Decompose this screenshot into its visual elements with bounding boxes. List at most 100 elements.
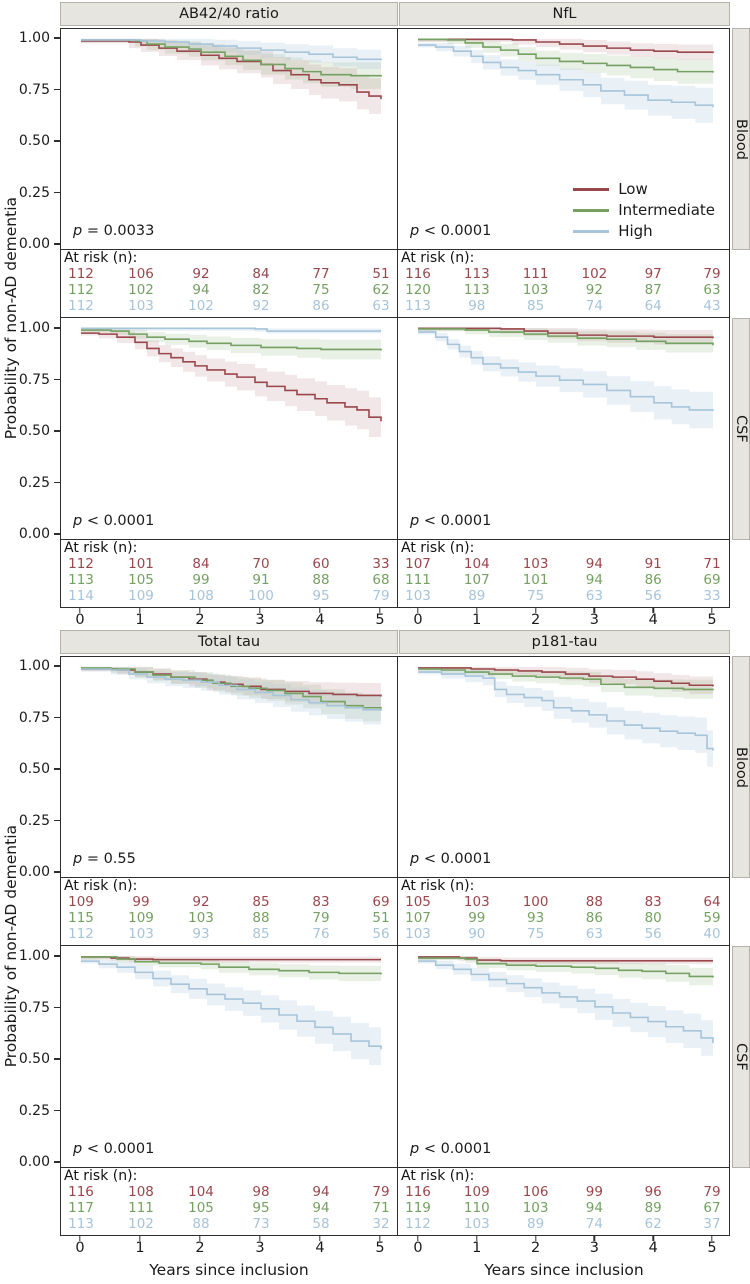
at-risk-count: 99 xyxy=(192,571,210,588)
x-tick-label: 2 xyxy=(530,612,541,628)
km-curve-high xyxy=(81,39,382,61)
at-risk-count: 95 xyxy=(252,1199,270,1216)
km-panel-blood-ab4240: p = 0.0033 xyxy=(60,28,398,250)
at-risk-count: 109 xyxy=(128,909,154,926)
km-curve-high xyxy=(418,960,714,1044)
x-tick-label: 1 xyxy=(135,612,145,628)
at-risk-count: 120 xyxy=(405,281,431,298)
at-risk-row-low: 116 108 104 98 94 79 xyxy=(61,1184,397,1201)
risk-table-csf-ab4240: At risk (n): 112 101 84 70 60 33 113 105 99 91 88 68… xyxy=(60,540,398,608)
confidence-band-intermediate xyxy=(81,666,381,723)
km-curve-intermediate xyxy=(418,38,714,73)
at-risk-row-high: 113 102 88 73 58 32 xyxy=(61,1216,397,1233)
at-risk-count: 111 xyxy=(128,1199,154,1216)
x-tick-mark xyxy=(379,608,381,613)
at-risk-label: At risk (n): xyxy=(401,540,475,556)
x-tick-label: 3 xyxy=(255,612,265,628)
km-curve-low xyxy=(81,332,382,422)
at-risk-count: 94 xyxy=(585,556,603,572)
at-risk-count: 105 xyxy=(405,894,431,910)
y-tick-label: 0.25 xyxy=(19,474,60,492)
at-risk-count: 86 xyxy=(585,909,603,926)
at-risk-count: 112 xyxy=(405,1215,431,1232)
x-tick-label: 0 xyxy=(75,1240,85,1256)
x-tick-mark xyxy=(476,1236,478,1241)
at-risk-count: 63 xyxy=(585,925,603,942)
at-risk-row-intermediate: 111 107 101 94 86 69 xyxy=(398,571,729,589)
x-tick-label: 1 xyxy=(472,1240,482,1256)
at-risk-count: 105 xyxy=(128,571,154,588)
at-risk-row-intermediate: 120 113 103 92 87 63 xyxy=(398,281,729,299)
at-risk-count: 107 xyxy=(463,571,490,588)
at-risk-row-intermediate: 119 110 103 94 89 67 xyxy=(398,1199,729,1217)
y-tick-label: 1.00 xyxy=(19,319,60,337)
km-panel-csf-p181-tau: p < 0.0001 xyxy=(398,946,730,1168)
y-tick-label: 0.75 xyxy=(19,371,60,389)
at-risk-count: 103 xyxy=(405,587,431,604)
at-risk-label: At risk (n): xyxy=(64,540,138,556)
at-risk-count: 103 xyxy=(188,909,214,926)
y-tick-mark xyxy=(54,533,60,535)
at-risk-count: 84 xyxy=(192,556,210,572)
x-tick-label: 4 xyxy=(648,612,658,628)
at-risk-count: 103 xyxy=(128,297,154,314)
at-risk-count: 33 xyxy=(372,556,390,572)
p-value: p < 0.0001 xyxy=(410,513,492,529)
facet-header-total-tau: Total tau xyxy=(60,630,398,654)
at-risk-label: At risk (n): xyxy=(64,878,138,894)
at-risk-count: 88 xyxy=(312,571,330,588)
at-risk-count: 93 xyxy=(192,925,210,942)
y-tick-label: 0.50 xyxy=(19,132,60,150)
at-risk-count: 75 xyxy=(312,281,330,298)
x-tick-mark xyxy=(593,1236,596,1241)
x-tick-mark xyxy=(417,1236,419,1241)
y-tick-mark xyxy=(54,88,60,91)
at-risk-count: 114 xyxy=(68,587,94,604)
at-risk-count: 113 xyxy=(463,266,490,282)
x-tick-label: 4 xyxy=(315,612,325,628)
km-curve-low xyxy=(418,38,714,54)
at-risk-count: 51 xyxy=(372,909,390,926)
legend-item-high: High xyxy=(573,222,715,241)
x-axis-nfl: 0 1 2 3 4 5 xyxy=(398,608,730,630)
at-risk-count: 75 xyxy=(527,925,545,942)
confidence-band-intermediate xyxy=(418,38,713,86)
at-risk-count: 108 xyxy=(128,1184,154,1200)
x-axis-label: Years since inclusion xyxy=(149,1261,309,1279)
at-risk-count: 113 xyxy=(463,281,490,298)
y-tick-mark xyxy=(54,430,60,432)
y-tick-mark xyxy=(54,819,60,822)
at-risk-count: 112 xyxy=(68,556,94,572)
at-risk-count: 69 xyxy=(703,571,721,588)
km-curve-intermediate xyxy=(81,667,382,709)
y-tick-mark xyxy=(54,716,60,719)
y-axis-ticks: 1.00 0.75 0.50 0.25 0.00 xyxy=(19,318,60,542)
km-panel-csf-total-tau: p < 0.0001 xyxy=(60,946,398,1168)
x-tick-mark xyxy=(79,608,81,613)
x-tick-mark xyxy=(139,608,141,613)
p-value: p = 0.55 xyxy=(73,851,136,867)
km-curves xyxy=(81,327,382,442)
at-risk-count: 108 xyxy=(188,587,214,604)
y-tick-mark xyxy=(54,665,60,667)
at-risk-count: 60 xyxy=(312,556,330,572)
at-risk-count: 71 xyxy=(372,1199,390,1216)
at-risk-count: 109 xyxy=(463,1184,490,1200)
at-risk-count: 101 xyxy=(522,571,549,588)
at-risk-count: 67 xyxy=(703,1199,721,1216)
y-tick-mark xyxy=(54,243,60,245)
at-risk-count: 104 xyxy=(463,556,490,572)
km-curve-intermediate xyxy=(418,328,714,346)
at-risk-count: 92 xyxy=(192,894,210,910)
at-risk-row-intermediate: 112 102 94 82 75 62 xyxy=(61,281,397,299)
x-tick-label: 0 xyxy=(413,612,423,628)
at-risk-count: 103 xyxy=(522,556,549,572)
at-risk-count: 104 xyxy=(188,1184,214,1200)
x-tick-mark xyxy=(417,608,419,613)
at-risk-row-intermediate: 113 105 99 91 88 68 xyxy=(61,571,397,589)
at-risk-label: At risk (n): xyxy=(64,1168,138,1184)
x-tick-label: 1 xyxy=(472,612,482,628)
legend-line-icon xyxy=(573,209,610,212)
at-risk-row-high: 113 98 85 74 64 43 xyxy=(398,298,729,315)
km-curve-intermediate xyxy=(418,668,714,691)
